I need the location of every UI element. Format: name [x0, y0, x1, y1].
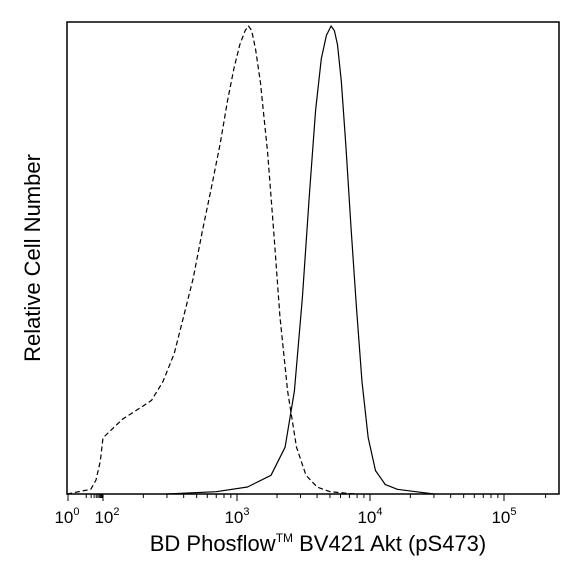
dashed-histogram-line [66, 25, 358, 495]
x-axis-label-suffix: BV421 Akt (pS473) [293, 531, 486, 556]
x-tick-exponent: 5 [510, 506, 516, 518]
x-axis-ticks [67, 494, 547, 501]
x-tick-base: 10 [491, 508, 510, 527]
x-tick-labels: 100 102 103 104 105 [54, 506, 516, 527]
x-axis-label: BD PhosflowTM BV421 Akt (pS473) [150, 531, 487, 556]
x-tick-exponent: 0 [73, 506, 79, 518]
x-tick-label: 102 [94, 506, 119, 527]
x-tick-exponent: 4 [376, 506, 382, 518]
x-axis-label-trademark: TM [276, 531, 293, 545]
x-tick-base: 10 [224, 508, 243, 527]
solid-histogram-line [166, 25, 434, 495]
x-tick-base: 10 [94, 508, 113, 527]
x-tick-exponent: 3 [243, 506, 249, 518]
x-tick-exponent: 2 [113, 506, 119, 518]
x-tick-label: 104 [357, 506, 382, 527]
plot-frame [66, 21, 560, 495]
x-tick-base: 10 [54, 508, 73, 527]
x-axis-label-prefix: BD Phosflow [150, 531, 276, 556]
x-tick-label: 105 [491, 506, 516, 527]
x-tick-label: 103 [224, 506, 249, 527]
series-layer [66, 25, 434, 495]
x-tick-base: 10 [357, 508, 376, 527]
y-axis-label: Relative Cell Number [20, 154, 45, 362]
x-tick-label: 100 [54, 506, 79, 527]
